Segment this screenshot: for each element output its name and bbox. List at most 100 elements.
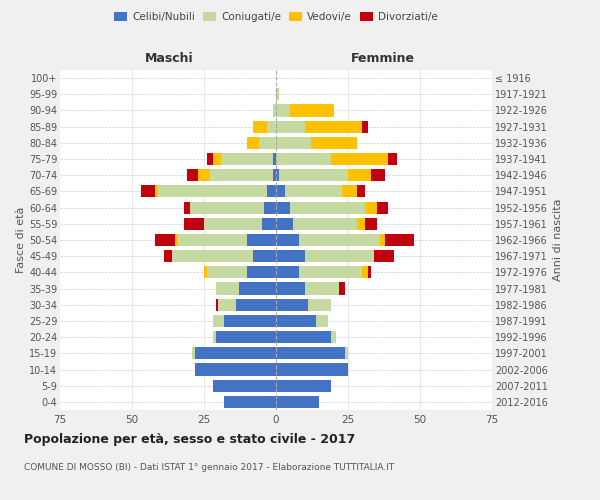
Bar	[224, 396, 276, 408]
Bar	[262, 218, 276, 230]
Bar	[273, 153, 276, 165]
Bar	[140, 186, 155, 198]
Bar	[212, 153, 221, 165]
Bar	[158, 186, 268, 198]
Bar	[247, 266, 276, 278]
Bar	[276, 88, 279, 101]
Bar	[204, 218, 262, 230]
Bar	[331, 331, 337, 343]
Bar	[207, 153, 212, 165]
Bar	[196, 348, 276, 360]
Bar	[305, 120, 362, 132]
Bar	[224, 315, 276, 327]
Bar	[276, 104, 290, 117]
Bar	[259, 137, 276, 149]
Bar	[293, 218, 356, 230]
Bar	[284, 186, 342, 198]
Bar	[276, 120, 305, 132]
Bar	[385, 234, 414, 246]
Bar	[371, 169, 385, 181]
Bar	[348, 169, 371, 181]
Text: Maschi: Maschi	[145, 52, 194, 65]
Bar	[276, 186, 284, 198]
Bar	[276, 298, 308, 311]
Bar	[276, 250, 305, 262]
Bar	[265, 202, 276, 213]
Y-axis label: Anni di nascita: Anni di nascita	[553, 198, 563, 281]
Bar	[276, 364, 348, 376]
Bar	[340, 282, 345, 294]
Bar	[276, 218, 293, 230]
Legend: Celibi/Nubili, Coniugati/e, Vedovi/e, Divorziati/e: Celibi/Nubili, Coniugati/e, Vedovi/e, Di…	[110, 8, 442, 26]
Bar	[362, 120, 368, 132]
Bar	[273, 104, 276, 117]
Bar	[331, 153, 388, 165]
Bar	[276, 153, 331, 165]
Text: Femmine: Femmine	[350, 52, 415, 65]
Bar	[356, 186, 365, 198]
Bar	[187, 169, 198, 181]
Bar	[356, 218, 365, 230]
Bar	[207, 266, 247, 278]
Bar	[290, 202, 365, 213]
Bar	[276, 331, 331, 343]
Bar	[184, 218, 204, 230]
Bar	[305, 282, 340, 294]
Bar	[215, 298, 218, 311]
Bar	[253, 120, 268, 132]
Bar	[276, 137, 311, 149]
Bar	[290, 104, 334, 117]
Bar	[268, 120, 276, 132]
Bar	[155, 186, 158, 198]
Bar	[184, 202, 190, 213]
Bar	[276, 282, 305, 294]
Bar	[305, 250, 374, 262]
Text: COMUNE DI MOSSO (BI) - Dati ISTAT 1° gennaio 2017 - Elaborazione TUTTITALIA.IT: COMUNE DI MOSSO (BI) - Dati ISTAT 1° gen…	[24, 462, 394, 471]
Bar	[193, 348, 196, 360]
Bar	[212, 331, 215, 343]
Bar	[164, 250, 172, 262]
Bar	[276, 202, 290, 213]
Bar	[276, 396, 319, 408]
Bar	[215, 331, 276, 343]
Bar	[204, 266, 207, 278]
Bar	[299, 234, 380, 246]
Bar	[198, 169, 210, 181]
Bar	[374, 250, 394, 262]
Bar	[365, 202, 377, 213]
Bar	[212, 315, 224, 327]
Bar	[276, 266, 299, 278]
Text: Popolazione per età, sesso e stato civile - 2017: Popolazione per età, sesso e stato civil…	[24, 432, 355, 446]
Bar	[210, 169, 273, 181]
Bar	[196, 364, 276, 376]
Bar	[212, 380, 276, 392]
Bar	[175, 234, 178, 246]
Bar	[190, 202, 265, 213]
Bar	[368, 266, 371, 278]
Bar	[178, 234, 247, 246]
Bar	[299, 266, 362, 278]
Bar	[218, 298, 236, 311]
Bar	[276, 348, 345, 360]
Bar	[377, 202, 388, 213]
Bar	[345, 348, 348, 360]
Bar	[276, 315, 316, 327]
Bar	[239, 282, 276, 294]
Bar	[221, 153, 273, 165]
Y-axis label: Fasce di età: Fasce di età	[16, 207, 26, 273]
Bar	[342, 186, 356, 198]
Bar	[155, 234, 175, 246]
Bar	[273, 169, 276, 181]
Bar	[215, 282, 239, 294]
Bar	[247, 234, 276, 246]
Bar	[279, 169, 348, 181]
Bar	[253, 250, 276, 262]
Bar	[365, 218, 377, 230]
Bar	[268, 186, 276, 198]
Bar	[276, 169, 279, 181]
Bar	[236, 298, 276, 311]
Bar	[311, 137, 356, 149]
Bar	[276, 380, 331, 392]
Bar	[316, 315, 328, 327]
Bar	[388, 153, 397, 165]
